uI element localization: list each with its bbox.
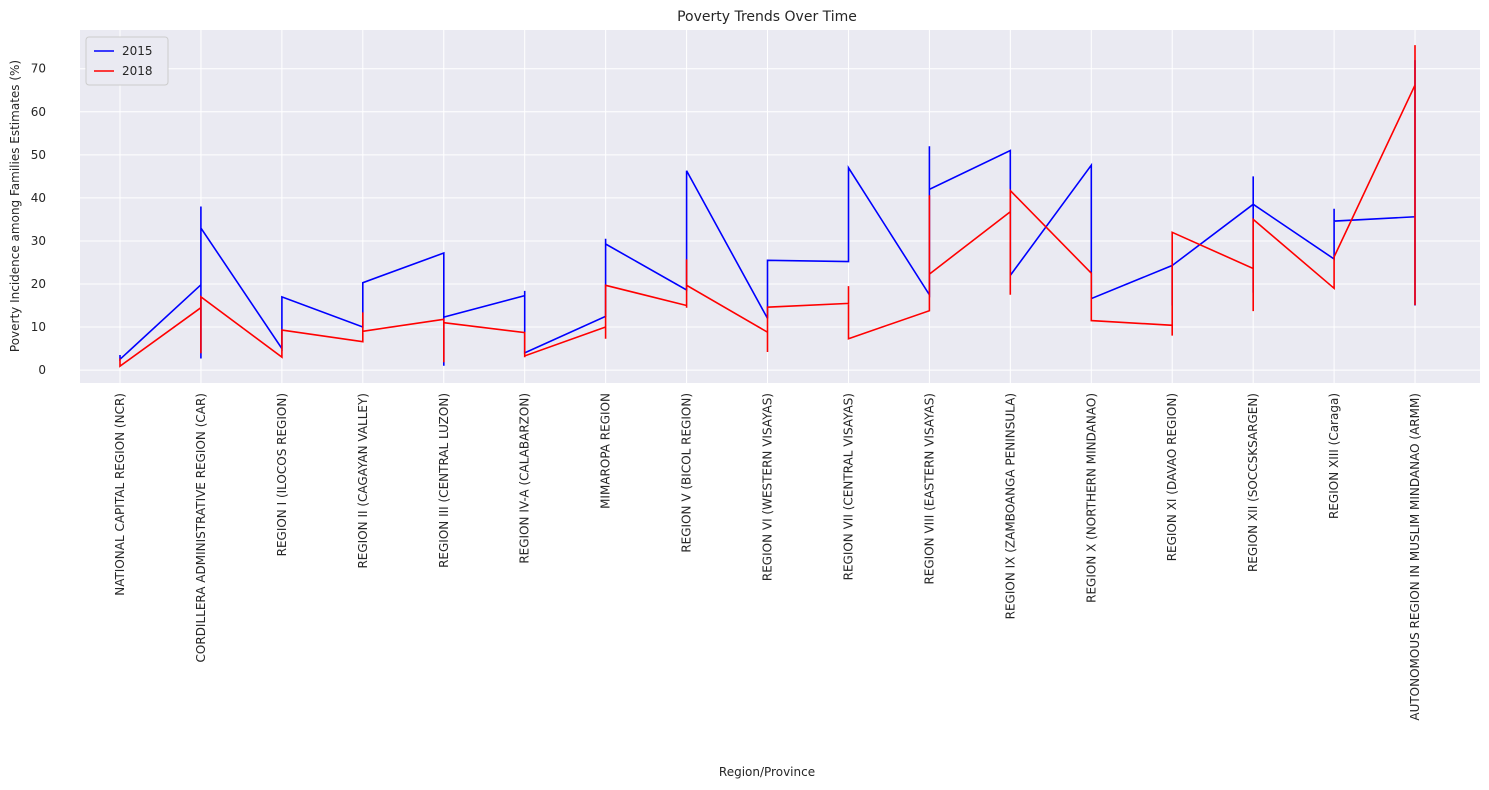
x-tick-label: REGION I (ILOCOS REGION) — [275, 393, 289, 556]
x-tick-label: REGION V (BICOL REGION) — [680, 393, 694, 553]
y-tick-label: 50 — [31, 148, 46, 162]
legend-box — [85, 36, 169, 86]
legend-label: 2015 — [122, 44, 153, 58]
x-axis-label: Region/Province — [719, 765, 815, 779]
x-tick-label: REGION X (NORTHERN MINDANAO) — [1084, 393, 1098, 603]
plot-area — [80, 30, 1480, 383]
x-tick-label: CORDILLERA ADMINISTRATIVE REGION (CAR) — [194, 393, 208, 662]
y-tick-label: 10 — [31, 320, 46, 334]
y-tick-label: 0 — [38, 363, 46, 377]
x-tick-label: MIMAROPA REGION — [599, 393, 613, 509]
x-tick-label: REGION II (CAGAYAN VALLEY) — [356, 393, 370, 569]
y-tick-label: 20 — [31, 277, 46, 291]
x-tick-label: REGION XIII (Caraga) — [1327, 393, 1341, 519]
legend-label: 2018 — [122, 64, 153, 78]
y-tick-label: 40 — [31, 191, 46, 205]
x-tick-label: REGION XII (SOCCSKSARGEN) — [1246, 393, 1260, 572]
y-tick-label: 60 — [31, 105, 46, 119]
x-tick-label: REGION IV-A (CALABARZON) — [518, 393, 532, 564]
x-tick-label: REGION XI (DAVAO REGION) — [1165, 393, 1179, 561]
x-tick-label: REGION VIII (EASTERN VISAYAS) — [922, 393, 936, 585]
x-tick-label: REGION VII (CENTRAL VISAYAS) — [841, 393, 855, 580]
y-tick-label: 70 — [31, 62, 46, 76]
x-tick-label: REGION VI (WESTERN VISAYAS) — [761, 393, 775, 581]
y-tick-label: 30 — [31, 234, 46, 248]
y-axis-label: Poverty Incidence among Families Estimat… — [8, 60, 22, 352]
x-tick-label: AUTONOMOUS REGION IN MUSLIM MINDANAO (AR… — [1408, 393, 1422, 721]
chart-title: Poverty Trends Over Time — [677, 9, 857, 25]
x-tick-label: REGION IX (ZAMBOANGA PENINSULA) — [1003, 393, 1017, 619]
x-tick-label: REGION III (CENTRAL LUZON) — [437, 393, 451, 568]
series-line — [119, 45, 1416, 368]
x-tick-label: NATIONAL CAPITAL REGION (NCR) — [113, 393, 127, 596]
